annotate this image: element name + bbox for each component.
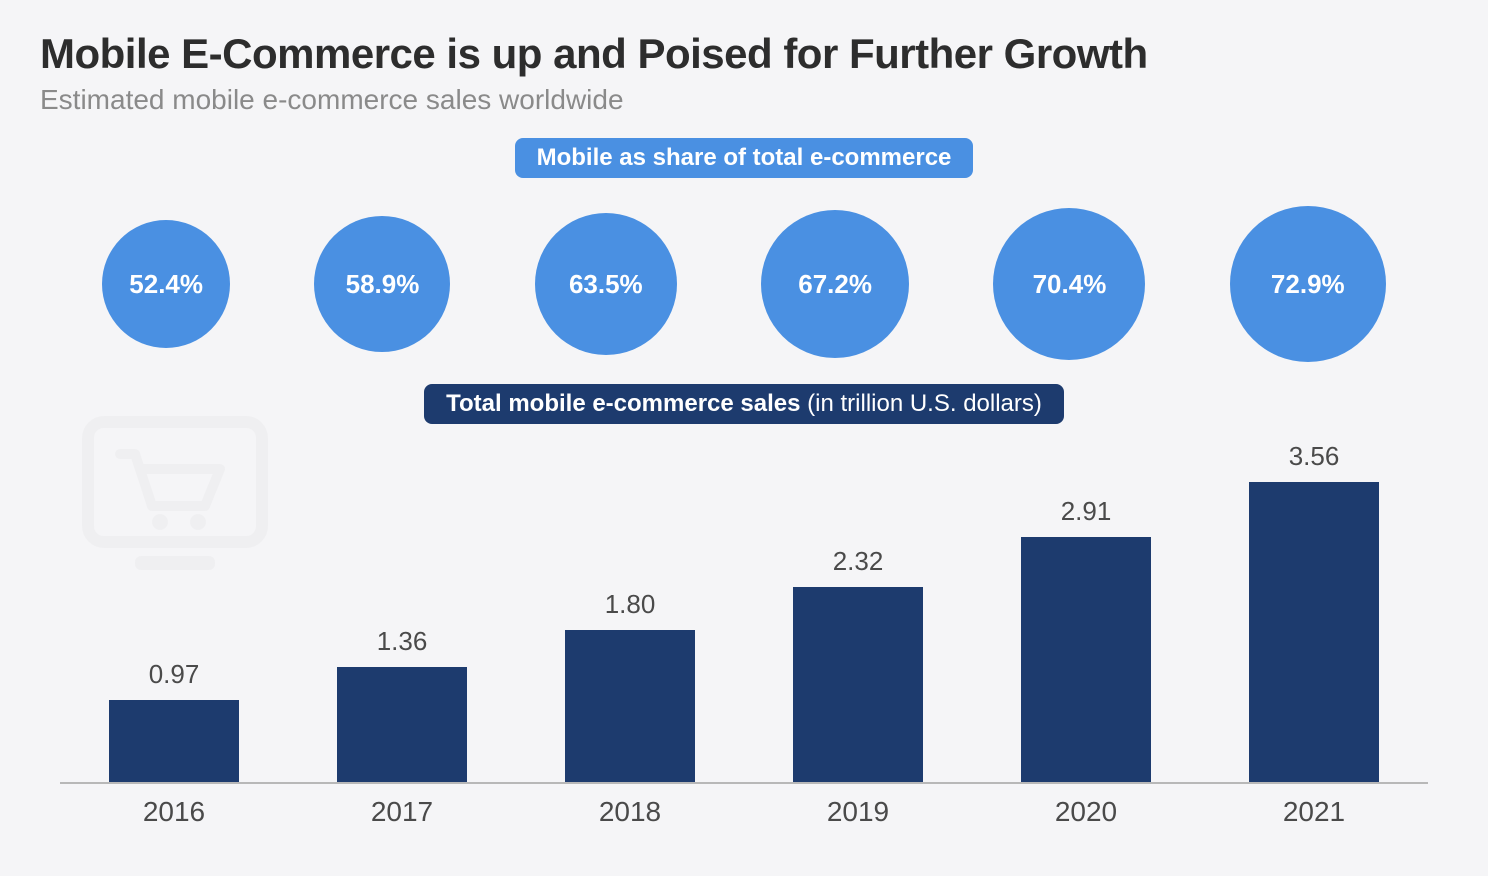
share-label-row: Mobile as share of total e-commerce <box>40 138 1448 178</box>
share-circle: 72.9% <box>1230 206 1386 362</box>
sales-label-pill: Total mobile e-commerce sales (in trilli… <box>424 384 1064 424</box>
chart-subtitle: Estimated mobile e-commerce sales worldw… <box>40 84 1448 116</box>
bar <box>1021 537 1151 782</box>
bar-column: 1.36 <box>288 626 516 782</box>
share-circle: 63.5% <box>535 213 677 355</box>
chart-title: Mobile E-Commerce is up and Poised for F… <box>40 30 1448 78</box>
bars-row: 0.97 1.36 1.80 2.32 2.91 3.56 <box>60 444 1428 784</box>
x-axis-label: 2019 <box>744 796 972 828</box>
bar <box>793 587 923 783</box>
x-axis-label: 2017 <box>288 796 516 828</box>
share-circle: 67.2% <box>761 210 909 358</box>
bar-column: 2.91 <box>972 496 1200 782</box>
bar <box>337 667 467 782</box>
share-circle: 58.9% <box>314 216 450 352</box>
bar <box>1249 482 1379 782</box>
share-circles-row: 52.4% 58.9% 63.5% 67.2% 70.4% 72.9% <box>40 206 1448 362</box>
bar-column: 0.97 <box>60 659 288 782</box>
x-axis-label: 2018 <box>516 796 744 828</box>
bar <box>109 700 239 782</box>
bar-column: 1.80 <box>516 589 744 782</box>
x-axis-label: 2020 <box>972 796 1200 828</box>
bar-value-label: 0.97 <box>149 659 200 690</box>
bar-value-label: 2.32 <box>833 546 884 577</box>
bar-value-label: 2.91 <box>1061 496 1112 527</box>
sales-label-bold: Total mobile e-commerce sales <box>446 390 800 417</box>
x-axis-label: 2021 <box>1200 796 1428 828</box>
share-circle: 52.4% <box>102 220 230 348</box>
bar <box>565 630 695 782</box>
bar-chart-area: 0.97 1.36 1.80 2.32 2.91 3.56 201620172018201… <box>40 444 1448 828</box>
share-circle: 70.4% <box>993 208 1145 360</box>
x-axis-row: 201620172018201920202021 <box>60 796 1428 828</box>
x-axis-label: 2016 <box>60 796 288 828</box>
sales-label-light: (in trillion U.S. dollars) <box>800 390 1041 417</box>
bar-value-label: 3.56 <box>1289 441 1340 472</box>
bar-column: 2.32 <box>744 546 972 783</box>
share-label-pill: Mobile as share of total e-commerce <box>515 138 974 178</box>
bar-column: 3.56 <box>1200 441 1428 782</box>
bar-value-label: 1.80 <box>605 589 656 620</box>
bar-value-label: 1.36 <box>377 626 428 657</box>
